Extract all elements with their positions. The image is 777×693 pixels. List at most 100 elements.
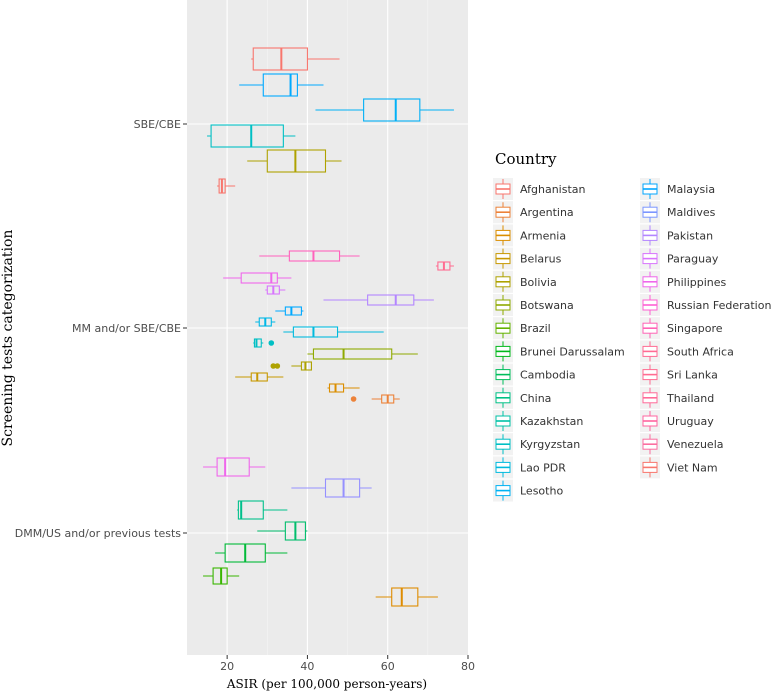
box-11	[275, 306, 304, 316]
legend-item: Philippines	[640, 270, 727, 293]
legend-label: Thailand	[666, 392, 714, 405]
box-4	[247, 149, 342, 173]
legend-item: Viet Nam	[640, 456, 718, 479]
box-body	[324, 478, 361, 498]
legend-label: Russian Federation	[667, 299, 771, 312]
box-body	[292, 326, 339, 338]
legend-label: Uruguay	[667, 415, 714, 428]
legend-label: Kyrgyzstan	[520, 438, 580, 451]
box-8	[223, 272, 292, 284]
box-6	[259, 250, 360, 262]
box-21	[291, 478, 372, 498]
legend-item: Kazakhstan	[493, 410, 583, 432]
box-14	[253, 338, 275, 348]
x-axis: 20 40 60 80	[220, 655, 475, 673]
legend-item: Malaysia	[640, 178, 715, 200]
box-10	[323, 294, 434, 306]
legend-label: Philippines	[667, 276, 727, 289]
x-tick-label: 40	[300, 660, 314, 673]
legend-label: Viet Nam	[667, 461, 718, 474]
legend-label: Singapore	[667, 322, 723, 335]
box-0	[251, 47, 340, 71]
legend-item: Kyrgyzstan	[493, 433, 580, 456]
legend-label: Armenia	[520, 229, 566, 242]
outlier-point	[270, 363, 277, 369]
legend-label: Sri Lanka	[667, 369, 718, 382]
box-body	[216, 457, 250, 477]
legend-item: Botswana	[493, 294, 574, 316]
legend-item: South Africa	[640, 340, 734, 363]
legend-item: Uruguay	[640, 410, 714, 432]
legend-label: Brazil	[520, 322, 551, 335]
legend-item: China	[493, 386, 551, 409]
legend-label: Kazakhstan	[520, 415, 583, 428]
legend-item: Belarus	[493, 247, 562, 270]
legend-label: Malaysia	[667, 183, 715, 196]
box-17	[235, 372, 284, 382]
box-20	[203, 457, 266, 477]
box-7	[435, 261, 454, 271]
y-tick-label: DMM/US and/or previous tests	[15, 527, 181, 540]
legend-label: China	[520, 392, 551, 405]
legend-item: Lao PDR	[493, 456, 566, 479]
box-24	[215, 543, 288, 563]
legend-item: Brazil	[493, 317, 551, 340]
legend-item: Paraguay	[640, 247, 719, 270]
legend-label: Brunei Darussalam	[520, 345, 625, 358]
legend-title: Country	[495, 150, 557, 168]
legend-item: Lesotho	[493, 479, 563, 502]
legend-item: Afghanistan	[493, 178, 586, 200]
legend-item: Armenia	[493, 224, 566, 247]
box-body	[210, 124, 284, 148]
legend-label: Bolivia	[520, 276, 557, 289]
box-body	[288, 250, 341, 262]
y-tick-label: MM and/or SBE/CBE	[72, 322, 181, 335]
box-9	[265, 285, 286, 295]
box-body	[266, 149, 327, 173]
box-15	[307, 348, 418, 360]
grid-lines	[187, 0, 468, 655]
box-16	[270, 361, 312, 371]
legend-item: Sri Lanka	[640, 363, 718, 386]
box-body	[328, 383, 345, 393]
legend-item: Thailand	[640, 386, 714, 409]
box-26	[375, 587, 438, 607]
legend-label: South Africa	[667, 345, 734, 358]
outlier-point	[268, 340, 275, 346]
box-body	[300, 361, 312, 371]
box-12	[255, 317, 276, 327]
legend-label: Belarus	[520, 253, 562, 266]
legend: Country Afghanistan Argentina Armenia Belar…	[480, 150, 777, 502]
x-axis-title: ASIR (per 100,000 person-years)	[226, 677, 427, 691]
legend-label: Afghanistan	[520, 183, 586, 196]
box-23	[257, 521, 308, 541]
legend-label: Argentina	[520, 206, 574, 219]
legend-item: Singapore	[640, 317, 723, 340]
outlier-point	[350, 396, 357, 402]
legend-label: Lesotho	[520, 485, 563, 498]
box-18	[327, 383, 360, 393]
box-body	[250, 372, 268, 382]
box-body	[284, 306, 302, 316]
x-tick-label: 60	[381, 660, 395, 673]
legend-item: Bolivia	[493, 270, 557, 293]
box-3	[207, 124, 296, 148]
legend-label: Pakistan	[667, 229, 713, 242]
legend-item: Brunei Darussalam	[493, 340, 625, 363]
box-22	[237, 500, 288, 520]
legend-item: Pakistan	[640, 224, 713, 247]
box-series	[203, 47, 454, 607]
box-body	[262, 73, 298, 97]
y-axis: SBE/CBE MM and/or SBE/CBE DMM/US and/or pr…	[15, 118, 187, 540]
box-25	[203, 567, 240, 585]
legend-background	[480, 172, 777, 502]
legend-item: Russian Federation	[640, 294, 771, 316]
box-2	[315, 98, 454, 122]
legend-label: Botswana	[520, 299, 574, 312]
box-body	[391, 587, 419, 607]
box-body	[363, 98, 421, 122]
outlier-point	[274, 363, 281, 369]
box-body	[240, 272, 278, 284]
box-body	[252, 47, 308, 71]
